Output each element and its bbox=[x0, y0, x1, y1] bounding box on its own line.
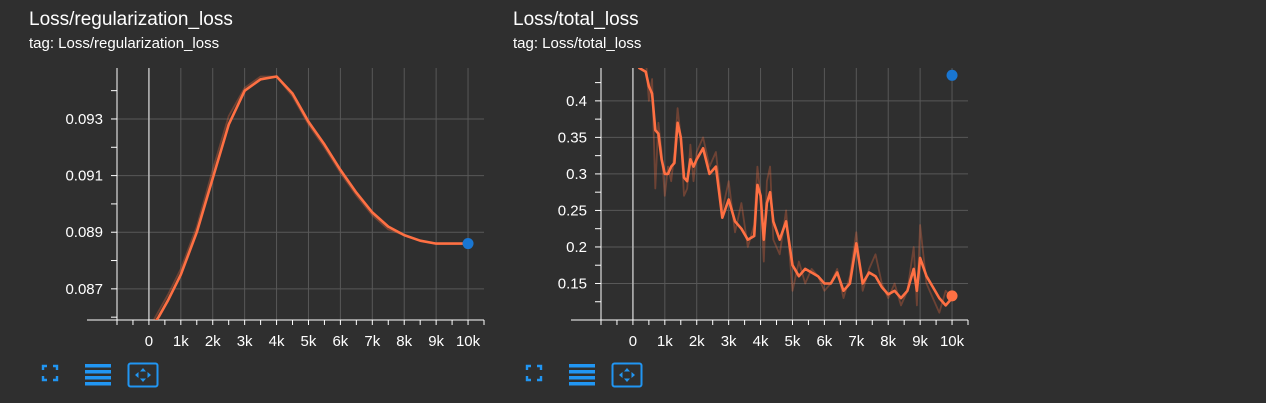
y-tick-label: 0.2 bbox=[566, 239, 587, 256]
x-tick-label: 4k bbox=[269, 333, 285, 350]
x-tick-label: 0 bbox=[629, 333, 637, 350]
data-point bbox=[946, 69, 958, 81]
data-point bbox=[946, 290, 958, 302]
x-tick-label: 2k bbox=[205, 333, 221, 350]
series-group bbox=[638, 68, 954, 314]
x-tick-label: 3k bbox=[721, 333, 737, 350]
x-tick-label: 0 bbox=[145, 333, 153, 350]
y-tick-label: 0.25 bbox=[558, 202, 587, 219]
x-tick-label: 7k bbox=[848, 333, 864, 350]
x-tick-label: 6k bbox=[816, 333, 832, 350]
x-tick-label: 6k bbox=[332, 333, 348, 350]
y-tick-label: 0.091 bbox=[65, 168, 103, 185]
card-tag: tag: Loss/total_loss bbox=[513, 35, 642, 52]
x-tick-label: 9k bbox=[428, 333, 444, 350]
data-table-icon[interactable] bbox=[567, 362, 599, 388]
x-tick-label: 10k bbox=[940, 333, 965, 350]
card-title: Loss/total_loss bbox=[513, 9, 639, 30]
fullscreen-icon[interactable] bbox=[39, 362, 71, 388]
line-chart[interactable]: 0 1k 2k 3k 4k 5k 6k 7k 8k 9k 10k 0.15 0.2 0.25 0.3 0.35… bbox=[513, 58, 973, 363]
card-tag: tag: Loss/regularization_loss bbox=[29, 35, 220, 52]
x-tick-label: 5k bbox=[301, 333, 317, 350]
y-tick-label: 0.087 bbox=[65, 281, 103, 298]
x-tick-label: 2k bbox=[689, 333, 705, 350]
y-tick-label: 0.093 bbox=[65, 111, 103, 128]
x-tick-label: 10k bbox=[456, 333, 481, 350]
data-table-icon[interactable] bbox=[83, 362, 115, 388]
y-tick-label: 0.089 bbox=[65, 224, 103, 241]
fit-domain-icon[interactable] bbox=[611, 362, 643, 388]
smoothed-series-line bbox=[155, 75, 470, 320]
x-tick-label: 9k bbox=[912, 333, 928, 350]
y-tick-label: 0.4 bbox=[566, 93, 587, 110]
raw-series-line bbox=[638, 68, 953, 314]
chart-card-total-loss: Loss/total_loss tag: Loss/total_loss 0 1k… bbox=[513, 0, 973, 403]
line-chart[interactable]: 0 1k 2k 3k 4k 5k 6k 7k 8k 9k 10k 0.087 0.089 0.091 0.0… bbox=[29, 58, 489, 363]
x-tick-label: 8k bbox=[880, 333, 896, 350]
chart-card-regularization-loss: Loss/regularization_loss tag: Loss/regul… bbox=[29, 0, 489, 403]
x-tick-label: 3k bbox=[237, 333, 253, 350]
series-group bbox=[152, 75, 470, 320]
fit-domain-icon[interactable] bbox=[127, 362, 159, 388]
x-tick-label: 4k bbox=[753, 333, 769, 350]
x-tick-label: 7k bbox=[364, 333, 380, 350]
y-tick-label: 0.35 bbox=[558, 129, 587, 146]
y-tick-label: 0.15 bbox=[558, 275, 587, 292]
x-tick-label: 1k bbox=[173, 333, 189, 350]
x-tick-label: 1k bbox=[657, 333, 673, 350]
x-tick-label: 5k bbox=[785, 333, 801, 350]
data-point bbox=[462, 238, 474, 250]
card-title: Loss/regularization_loss bbox=[29, 9, 233, 30]
smoothed-series-line bbox=[638, 68, 954, 307]
fullscreen-icon[interactable] bbox=[523, 362, 555, 388]
y-tick-label: 0.3 bbox=[566, 166, 587, 183]
x-tick-label: 8k bbox=[396, 333, 412, 350]
